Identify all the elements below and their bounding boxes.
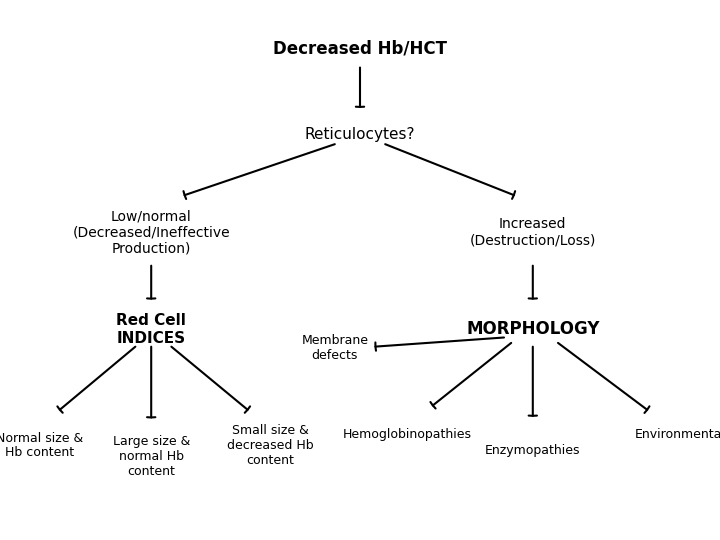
Text: Hemoglobinopathies: Hemoglobinopathies — [342, 428, 472, 441]
Text: Small size &
decreased Hb
content: Small size & decreased Hb content — [227, 424, 313, 467]
Text: Decreased Hb/HCT: Decreased Hb/HCT — [273, 39, 447, 58]
Text: Membrane
defects: Membrane defects — [301, 334, 369, 362]
Text: Increased
(Destruction/Loss): Increased (Destruction/Loss) — [469, 217, 596, 247]
Text: Red Cell
INDICES: Red Cell INDICES — [116, 313, 186, 346]
Text: Environmental: Environmental — [635, 428, 720, 441]
Text: Reticulocytes?: Reticulocytes? — [305, 127, 415, 143]
Text: Normal size &
Hb content: Normal size & Hb content — [0, 431, 84, 460]
Text: MORPHOLOGY: MORPHOLOGY — [466, 320, 600, 339]
Text: Low/normal
(Decreased/Ineffective
Production): Low/normal (Decreased/Ineffective Produc… — [73, 209, 230, 255]
Text: Enzymopathies: Enzymopathies — [485, 444, 580, 457]
Text: Large size &
normal Hb
content: Large size & normal Hb content — [112, 435, 190, 478]
